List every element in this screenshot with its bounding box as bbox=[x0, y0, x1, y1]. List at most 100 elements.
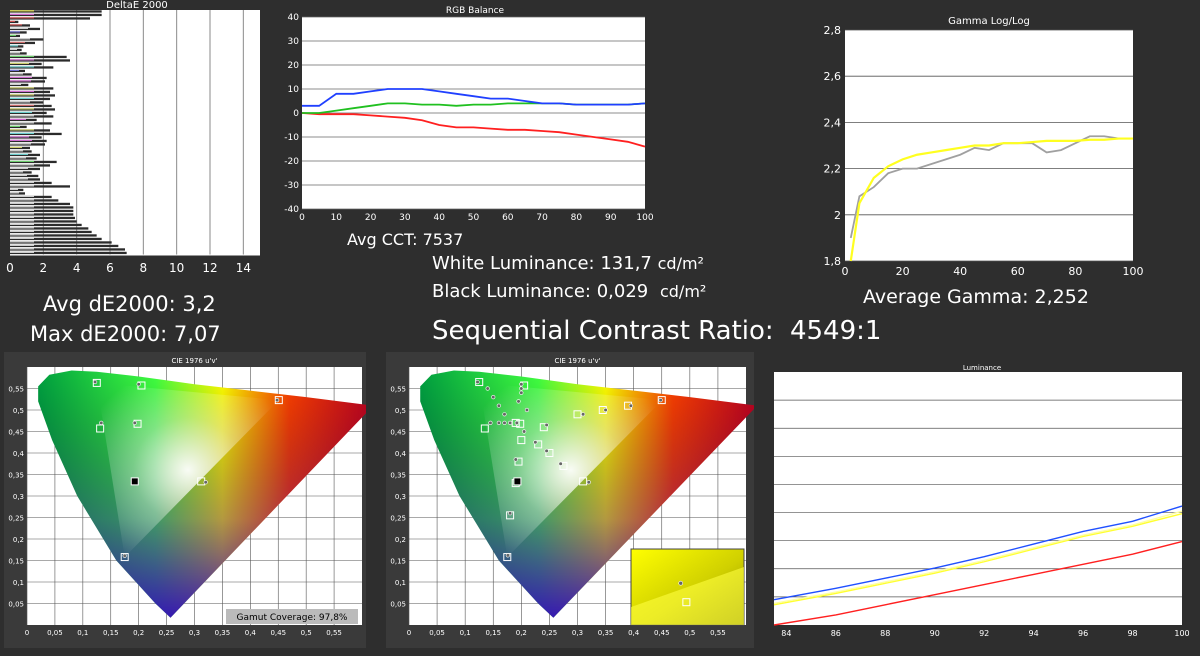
deltae-x-tick: 2 bbox=[40, 261, 48, 275]
deltae-bar-color bbox=[10, 80, 31, 82]
cie-y-tick: 0,4 bbox=[13, 450, 25, 458]
max-de: Max dE2000: 7,07 bbox=[30, 322, 221, 346]
deltae-bar-color bbox=[10, 150, 23, 152]
deltae-bar-color bbox=[10, 251, 34, 253]
cie-target-square bbox=[559, 461, 568, 470]
cie-y-tick: 0,05 bbox=[8, 601, 24, 609]
cie-measured-point bbox=[603, 407, 608, 413]
luminance-x-tick: 98 bbox=[1127, 629, 1137, 638]
deltae-bar-color bbox=[10, 146, 22, 148]
avg-de: Avg dE2000: 3,2 bbox=[43, 292, 216, 316]
cie-measured-point bbox=[475, 379, 480, 385]
deltae-bar-color bbox=[10, 223, 34, 225]
rgb-series-line bbox=[301, 112, 646, 148]
deltae-bar bbox=[10, 146, 30, 150]
deltae-bar bbox=[10, 216, 75, 220]
deltae-bar bbox=[10, 188, 24, 192]
cie-measured-point bbox=[93, 379, 98, 385]
cie-y-tick: 0,5 bbox=[13, 407, 24, 415]
gamma-svg: Gamma Log/Log 2,8 2,6 2,4 2,2 2 1,80 20 40 60 80 10… bbox=[824, 16, 1144, 278]
cie-measured-point bbox=[522, 429, 527, 434]
rgb-balance-chart: RGB Balance 40 30 20 10 0 -10 -20 -30 -40 0 10 20 30 4… bbox=[275, 0, 660, 232]
deltae-bar-color bbox=[10, 244, 34, 246]
inset-measured-point bbox=[678, 580, 684, 586]
gamma-series-line bbox=[849, 137, 1133, 262]
deltae-bar bbox=[10, 220, 77, 223]
deltae-bar-color bbox=[10, 87, 34, 89]
cie-measured-point bbox=[519, 386, 524, 391]
cie-measured-point bbox=[544, 422, 549, 428]
rgb-x-tick: 80 bbox=[571, 213, 583, 223]
gamma-x-tick: 100 bbox=[1123, 265, 1144, 278]
deltae-bar-color bbox=[10, 27, 28, 29]
luminance-plot-bg bbox=[774, 372, 1182, 625]
deltae-x-tick: 12 bbox=[202, 261, 217, 275]
deltae-bar-color bbox=[10, 248, 34, 250]
cie-y-tick: 0,2 bbox=[13, 536, 24, 544]
cie-measured-point bbox=[519, 390, 524, 395]
cie-measured-point bbox=[544, 448, 549, 453]
cie-measured-point bbox=[496, 403, 501, 408]
white-luminance: White Luminance: 131,7 cd/m² bbox=[432, 253, 704, 274]
gamma-x-tick: 0 bbox=[842, 265, 849, 278]
rgb-y-tick: -30 bbox=[284, 181, 299, 191]
deltae-bar bbox=[10, 59, 70, 62]
deltae-bar-color bbox=[10, 69, 19, 71]
cie-x-tick: 0,4 bbox=[245, 629, 257, 637]
cie-measured-point bbox=[658, 398, 663, 403]
rgb-x-tick: 20 bbox=[365, 213, 377, 223]
deltae-bar bbox=[10, 129, 50, 132]
cie-x-tick: 0,3 bbox=[572, 629, 583, 637]
deltae-bar-color bbox=[10, 213, 34, 215]
rgb-y-tick: -20 bbox=[284, 157, 299, 167]
cie-measured-point bbox=[99, 420, 104, 425]
deltae-bar-color bbox=[10, 24, 22, 26]
gamut-coverage-text: Gamut Coverage: 97,8% bbox=[237, 613, 348, 623]
cie-y-tick: 0,35 bbox=[390, 472, 406, 480]
rgb-y-tick: 0 bbox=[293, 109, 299, 119]
deltae-bar bbox=[10, 202, 70, 206]
deltae-bar-color bbox=[10, 104, 34, 106]
deltae-bar-color bbox=[10, 52, 20, 54]
deltae-bar bbox=[10, 192, 25, 195]
deltae-bar bbox=[10, 199, 59, 202]
cie-x-tick: 0,25 bbox=[542, 629, 558, 637]
deltae-bar-color bbox=[10, 122, 34, 124]
deltae-svg: DeltaE 2000 0 2 4 6 8 10 12 14 bbox=[6, 0, 260, 275]
cie-x-tick: 0,55 bbox=[710, 629, 726, 637]
deltae-bar bbox=[10, 160, 57, 164]
cie-target-square bbox=[517, 436, 526, 445]
deltae-bar bbox=[10, 213, 74, 216]
cie-target-square bbox=[539, 423, 548, 432]
cie-white-point bbox=[513, 477, 522, 486]
deltae-title: DeltaE 2000 bbox=[106, 0, 168, 11]
cie-measured-point bbox=[488, 420, 493, 425]
luminance-x-tick: 86 bbox=[831, 629, 841, 638]
cie-target-square bbox=[120, 553, 129, 562]
cie-measured-point bbox=[519, 382, 524, 387]
gamma-y-tick: 2,8 bbox=[824, 24, 842, 37]
avg-de-value: 3,2 bbox=[182, 292, 216, 316]
deltae-bar-color bbox=[10, 237, 34, 239]
deltae-bar-color bbox=[10, 97, 34, 99]
cie-target-square bbox=[534, 440, 543, 449]
cie-x-tick: 0,4 bbox=[628, 629, 640, 637]
rgb-series-line bbox=[302, 88, 646, 107]
deltae-bar bbox=[10, 209, 74, 213]
cie-y-tick: 0,3 bbox=[395, 493, 406, 501]
deltae-bar-color bbox=[10, 195, 34, 197]
deltae-bar-color bbox=[10, 45, 18, 47]
rgb-y-tick: 30 bbox=[288, 37, 300, 47]
luminance-x-tick: 96 bbox=[1078, 629, 1088, 638]
cie-y-tick: 0,45 bbox=[8, 429, 24, 437]
deltae-x-tick: 8 bbox=[140, 261, 148, 275]
deltae-bar bbox=[10, 10, 102, 13]
cie-x-tick: 0,15 bbox=[485, 629, 501, 637]
cie-x-tick: 0,35 bbox=[215, 629, 231, 637]
deltae-bar bbox=[10, 241, 112, 244]
white-lum-label: White Luminance: bbox=[432, 253, 595, 274]
deltae-bar-color bbox=[10, 202, 34, 204]
deltae-bar-color bbox=[10, 129, 34, 131]
rgb-x-tick: 60 bbox=[502, 213, 514, 223]
cie-y-tick: 0,15 bbox=[8, 558, 24, 566]
